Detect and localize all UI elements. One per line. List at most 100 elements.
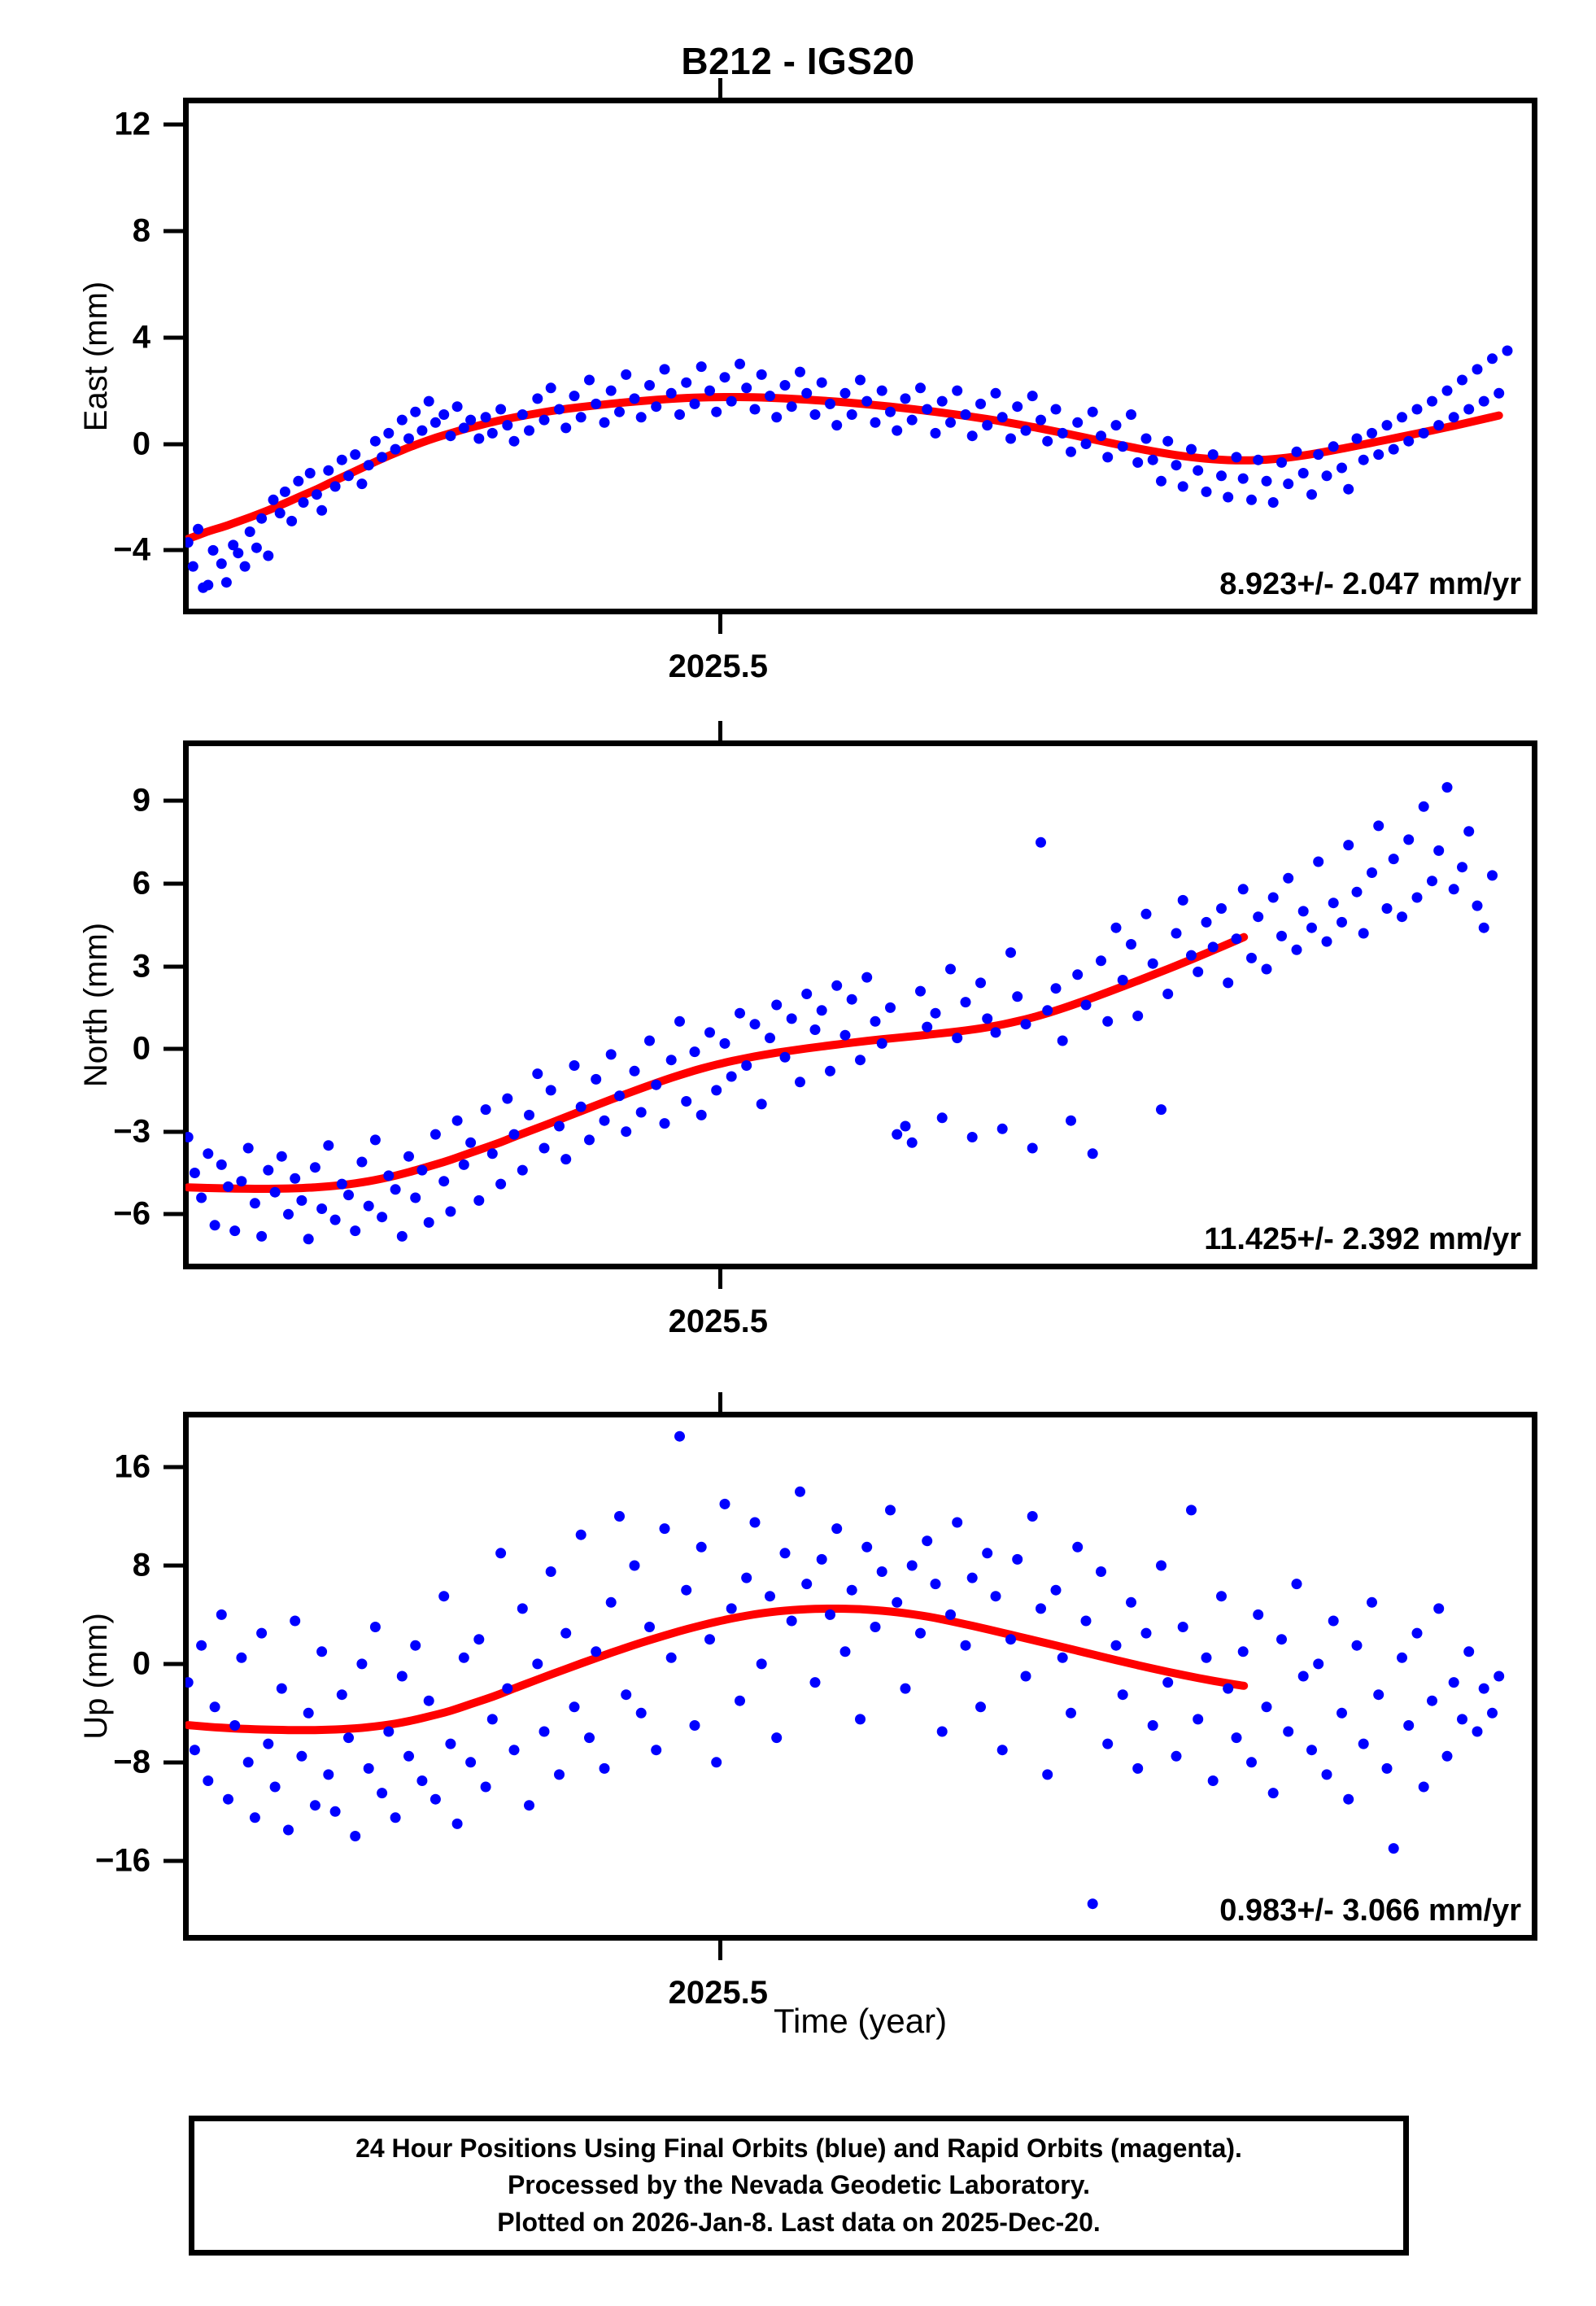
data-point: [554, 1769, 565, 1780]
data-point: [1036, 836, 1046, 848]
data-point: [445, 430, 456, 442]
data-point: [659, 364, 670, 375]
data-point: [1283, 872, 1294, 884]
data-point: [251, 542, 262, 553]
data-point: [304, 468, 316, 478]
data-point: [1072, 969, 1084, 980]
plot-frame-north: [183, 740, 1537, 1269]
data-point: [1102, 1738, 1114, 1749]
data-point: [196, 1192, 207, 1203]
data-point: [1358, 454, 1369, 465]
data-point: [569, 1060, 580, 1071]
data-point: [945, 417, 956, 428]
data-point: [1147, 1720, 1158, 1731]
data-point: [560, 422, 572, 434]
data-point: [283, 1824, 294, 1836]
data-point: [635, 1107, 647, 1118]
data-point: [1433, 1603, 1445, 1614]
y-tick-label-north-2: 3: [132, 948, 150, 985]
data-point: [1351, 1640, 1363, 1651]
data-point: [1132, 1762, 1144, 1774]
data-point: [1072, 417, 1084, 428]
data-point: [1381, 1762, 1393, 1774]
data-point: [966, 1132, 978, 1142]
data-point: [532, 1068, 543, 1080]
data-point: [502, 1683, 513, 1694]
data-point: [1012, 401, 1023, 413]
data-point: [839, 387, 851, 399]
data-point: [1140, 1627, 1152, 1639]
data-point: [825, 398, 835, 409]
data-point: [1502, 0, 1513, 6]
data-point: [816, 377, 827, 388]
data-point: [1297, 1671, 1309, 1682]
data-point: [396, 1671, 408, 1682]
data-point: [1367, 867, 1377, 878]
data-point: [203, 1775, 214, 1786]
data-point: [473, 433, 485, 444]
data-point: [329, 1806, 341, 1817]
data-point: [1441, 1750, 1453, 1762]
data-point: [681, 377, 692, 388]
data-point: [1186, 950, 1197, 961]
data-point: [825, 1609, 835, 1620]
y-tick-label-north-0: 9: [132, 782, 150, 819]
data-point: [1487, 353, 1498, 365]
data-point: [473, 1194, 485, 1206]
data-point: [390, 1812, 401, 1823]
data-point: [651, 1745, 662, 1756]
data-point: [196, 1640, 207, 1651]
data-point: [1207, 941, 1219, 953]
data-point: [1005, 1634, 1016, 1645]
data-point: [1381, 903, 1393, 914]
data-point: [665, 1055, 677, 1066]
data-point: [263, 1164, 274, 1176]
data-point: [1193, 966, 1204, 977]
data-point: [1231, 933, 1242, 945]
data-point: [539, 1142, 550, 1154]
data-point: [423, 395, 434, 407]
data-point: [276, 1683, 287, 1694]
data-point: [584, 1732, 595, 1744]
data-point: [1231, 452, 1242, 463]
data-point: [508, 1129, 520, 1140]
data-point: [350, 449, 361, 461]
data-point: [1351, 886, 1363, 898]
data-point: [486, 427, 498, 439]
data-point: [1283, 1726, 1294, 1737]
data-point: [1050, 983, 1062, 994]
data-point: [369, 1622, 381, 1632]
data-point: [801, 989, 813, 999]
caption-line-1: 24 Hour Positions Using Final Orbits (bl…: [355, 2133, 1242, 2163]
data-point: [952, 1033, 963, 1044]
data-point: [614, 1511, 625, 1522]
data-point: [416, 425, 428, 436]
caption-line-2: Processed by the Nevada Geodetic Laborat…: [507, 2170, 1091, 2200]
data-point: [674, 1015, 685, 1027]
data-point: [1110, 1640, 1122, 1651]
data-point: [383, 427, 395, 439]
data-point: [209, 1701, 220, 1713]
x-tick-top-east-0: [717, 78, 722, 98]
data-point: [629, 1560, 640, 1571]
data-point: [1328, 441, 1339, 452]
y-tick-east-1: [164, 229, 183, 234]
data-point: [831, 1523, 843, 1535]
caption-line-3: Plotted on 2026-Jan-8. Last data on 2025…: [497, 2207, 1101, 2237]
data-point: [236, 1176, 247, 1187]
data-point: [445, 1738, 456, 1749]
y-tick-label-east-0: 12: [114, 106, 151, 142]
data-point: [1171, 928, 1182, 939]
data-point: [605, 1049, 617, 1060]
data-point: [423, 1695, 434, 1706]
data-point: [1132, 1011, 1144, 1021]
data-point: [187, 561, 198, 572]
data-point: [876, 1566, 887, 1577]
data-point: [430, 1793, 441, 1805]
data-point: [532, 1658, 543, 1670]
data-point: [696, 361, 707, 373]
data-point: [268, 494, 279, 505]
data-point: [795, 1077, 805, 1088]
